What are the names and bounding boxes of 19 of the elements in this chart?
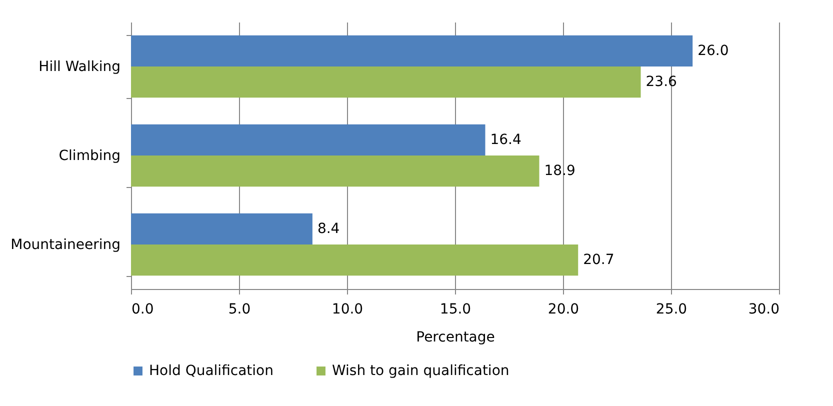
data-label: 23.6 [646,74,678,90]
x-tick-label: 15.0 [440,302,472,318]
x-axis-title: Percentage [416,330,495,346]
data-label: 8.4 [317,220,340,237]
data-label: 16.4 [490,132,522,148]
x-tick-label: 10.0 [332,302,364,318]
data-label: 20.7 [583,252,614,268]
x-tick-label: 5.0 [228,302,251,318]
data-label: 18.9 [544,163,576,180]
data-label: 26.0 [698,42,729,59]
y-tick-label: Climbing [58,148,120,164]
x-tick-label: 25.0 [656,302,688,318]
x-tick-label: 20.0 [548,302,580,318]
legend-label: Wish to gain qualification [332,363,510,379]
x-tick-label: 0.0 [132,302,154,318]
x-tick-label: 30.0 [748,302,780,318]
y-tick-label: Hill Walking [38,59,120,75]
y-tick-label: Mountaineering [10,237,120,253]
legend-label: Hold Qualification [149,363,274,379]
